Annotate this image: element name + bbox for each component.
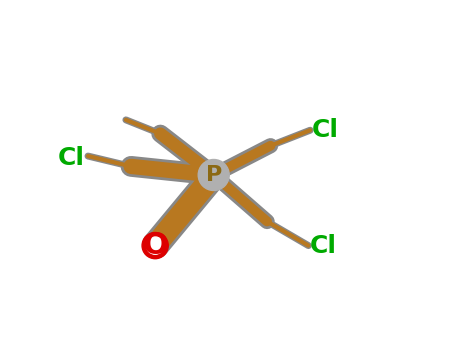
Text: Cl: Cl bbox=[57, 146, 85, 170]
Text: Cl: Cl bbox=[312, 118, 339, 142]
Circle shape bbox=[198, 160, 229, 190]
Text: Cl: Cl bbox=[310, 233, 337, 258]
Text: P: P bbox=[206, 165, 222, 185]
Circle shape bbox=[147, 237, 164, 254]
Circle shape bbox=[142, 232, 168, 259]
Text: O: O bbox=[142, 231, 168, 260]
